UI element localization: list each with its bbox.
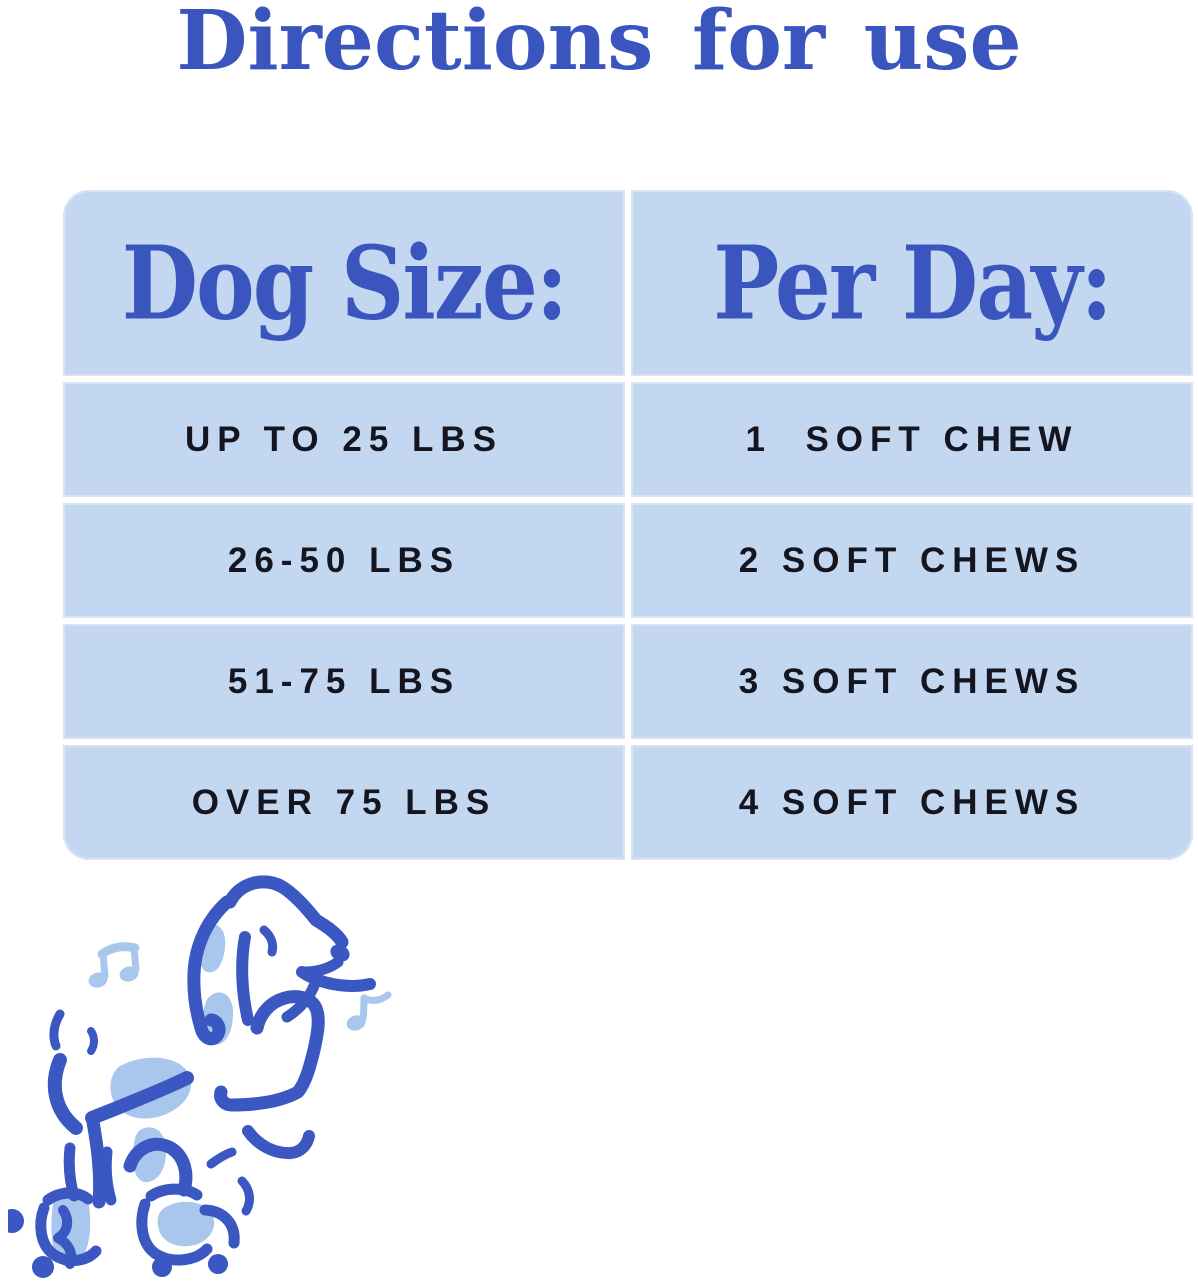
table-row-4-size-cell: OVER 75 LBS <box>63 745 625 860</box>
roller-skate-boot <box>136 1198 213 1266</box>
table-row-1-perday-cell: 1 SOFT CHEW <box>631 382 1193 497</box>
dog-smile <box>296 966 376 992</box>
roller-skate-boot <box>145 1183 203 1202</box>
roller-skate-boot <box>42 1187 94 1206</box>
motion-mark <box>206 1147 237 1169</box>
dog-outline <box>35 875 376 1269</box>
dog-back <box>85 1071 194 1125</box>
roller-skate-wheel-icon <box>208 1254 228 1274</box>
dog-eye <box>259 925 278 957</box>
row-2-per-day: 2 SOFT CHEWS <box>738 540 1086 580</box>
row-2-size: 26-50 LBS <box>227 540 461 580</box>
table-row-4-perday-cell: 4 SOFT CHEWS <box>631 745 1193 860</box>
row-4-per-day: 4 SOFT CHEWS <box>738 782 1086 822</box>
roller-skate-wheel-icon <box>32 1256 54 1278</box>
header-dog-size: Dog Size: <box>63 190 625 376</box>
header-dog-size-label: Dog Size: <box>121 223 569 343</box>
table-row-3-perday-cell: 3 SOFT CHEWS <box>631 624 1193 739</box>
table-row-2-perday-cell: 2 SOFT CHEWS <box>631 503 1193 618</box>
dog-hind-leg <box>100 1146 117 1206</box>
header-per-day-label: Per Day: <box>713 223 1113 343</box>
roller-skate-boot <box>35 1202 102 1266</box>
motion-mark <box>237 1176 254 1216</box>
table-row-1-size-cell: UP TO 25 LBS <box>63 382 625 497</box>
table-row-3-size-cell: 51-75 LBS <box>63 624 625 739</box>
dog-front-paw <box>242 1125 315 1160</box>
dog-head <box>223 875 349 949</box>
row-1-per-day: 1 SOFT CHEW <box>745 419 1079 459</box>
dog-ear <box>187 895 234 1046</box>
motion-mark <box>87 1027 98 1055</box>
row-1-size: UP TO 25 LBS <box>184 419 504 459</box>
header-per-day: Per Day: <box>631 190 1193 376</box>
dog-rump <box>86 1115 107 1209</box>
table-row-2-size-cell: 26-50 LBS <box>63 503 625 618</box>
page-title: Directions for use <box>176 0 1022 89</box>
dog-tail <box>47 1053 83 1135</box>
row-3-per-day: 3 SOFT CHEWS <box>738 661 1086 701</box>
roller-skate-strap <box>53 1205 77 1269</box>
dog-front-leg <box>214 990 325 1112</box>
music-note-icon <box>88 942 140 988</box>
row-3-size: 51-75 LBS <box>227 661 461 701</box>
dog-nose <box>330 944 350 962</box>
roller-skate-wheel-icon <box>8 1209 24 1233</box>
row-4-size: OVER 75 LBS <box>191 782 497 822</box>
dog-solid-parts <box>8 944 350 1278</box>
dog-hind-knee <box>123 1137 193 1197</box>
dog-face-line <box>236 931 254 1026</box>
dog-illustration <box>8 875 392 1278</box>
music-note-icon <box>346 991 392 1031</box>
roller-skate-wheel-icon <box>152 1257 172 1277</box>
motion-mark <box>49 1009 65 1051</box>
roller-skate-heel <box>199 1204 240 1249</box>
dosage-table: Dog Size: Per Day: UP TO 25 LBS 1 SOFT C… <box>63 190 1193 860</box>
